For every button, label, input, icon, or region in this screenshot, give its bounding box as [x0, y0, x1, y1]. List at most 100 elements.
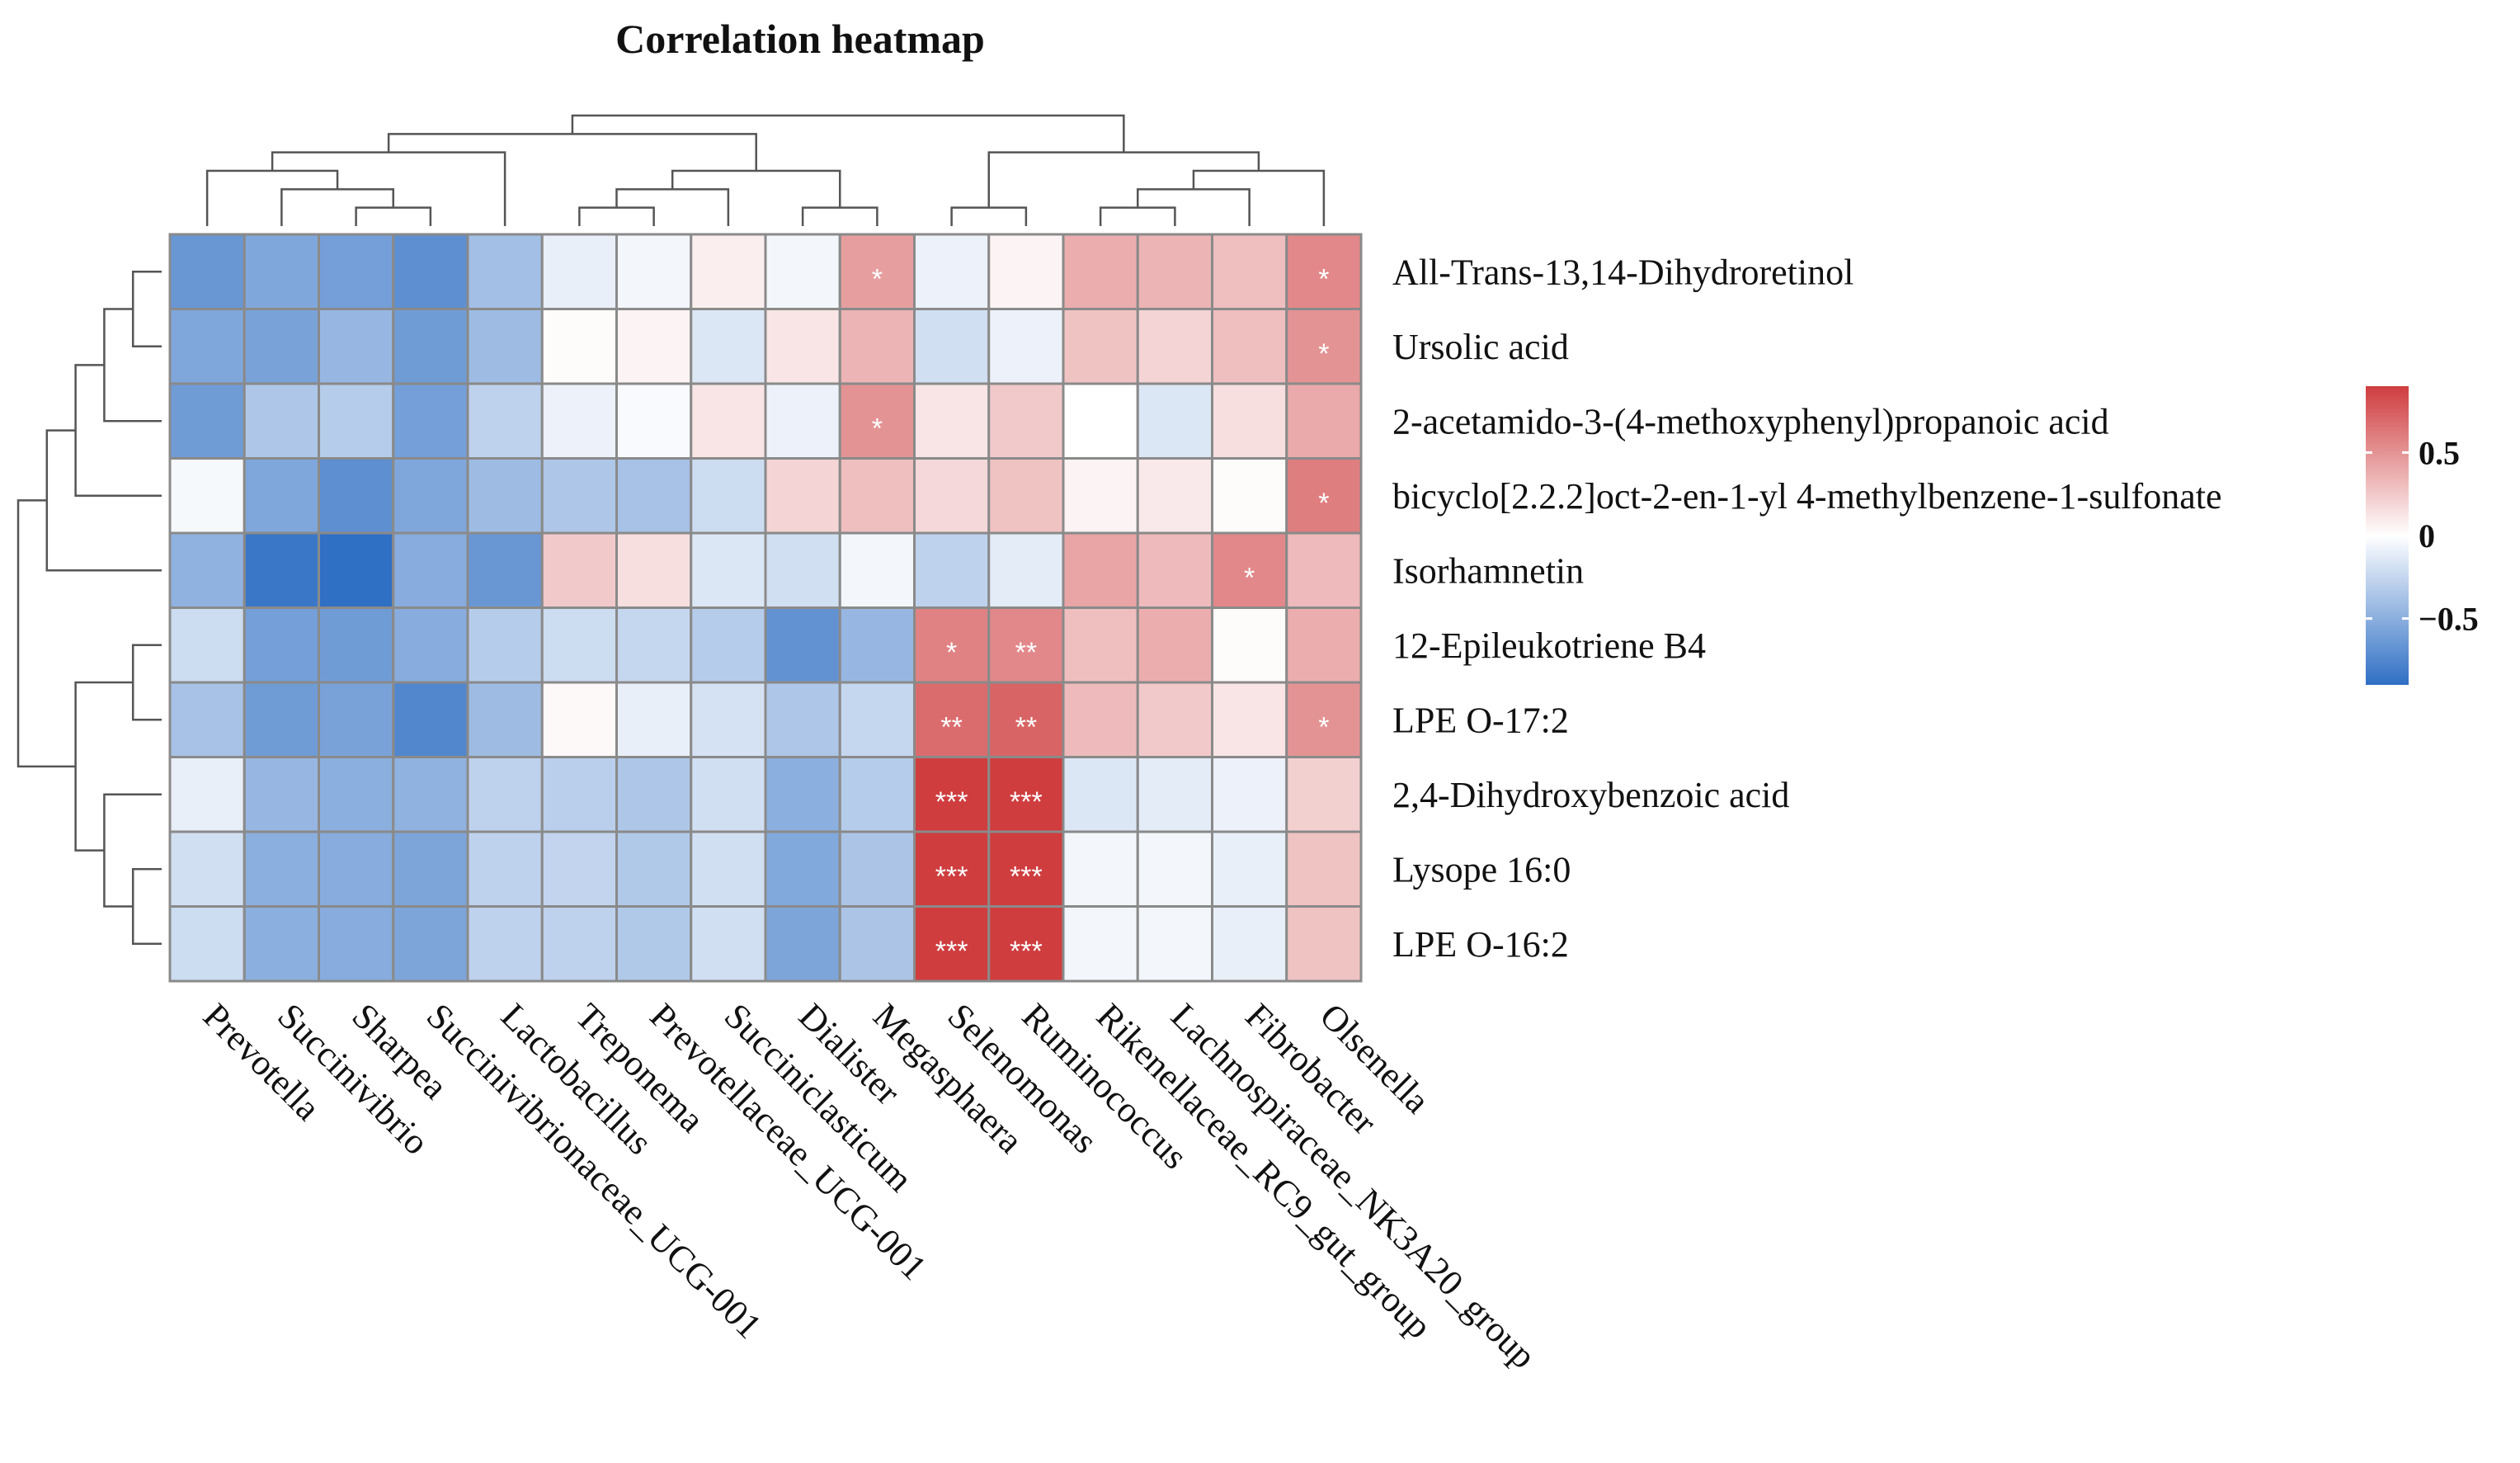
row-label: Lysope 16:0: [1392, 849, 1571, 890]
heatmap-cell: [1062, 382, 1139, 460]
heatmap-cell: [392, 606, 469, 684]
heatmap-cell: [540, 382, 618, 460]
heatmap-cell: [690, 756, 767, 833]
heatmap-cell: [1211, 756, 1288, 833]
heatmap-cell: [1285, 681, 1363, 758]
heatmap-cell: [392, 233, 469, 310]
heatmap-cell: [690, 382, 767, 460]
heatmap-cell: [1136, 531, 1213, 609]
heatmap-cell: [913, 382, 991, 460]
heatmap-cell: [690, 830, 767, 908]
heatmap-cell: [540, 905, 618, 983]
legend-tick-label: 0.5: [2419, 434, 2460, 471]
heatmap-cell: [690, 308, 767, 385]
heatmap-cell: [243, 830, 320, 908]
heatmap-cell: [838, 905, 916, 983]
heatmap-cell: [318, 531, 395, 609]
heatmap-cell: [168, 457, 246, 535]
heatmap-cell: [168, 756, 246, 833]
heatmap-cell: [466, 606, 544, 684]
heatmap-cell: [913, 233, 991, 310]
heatmap-cell: [392, 756, 469, 833]
heatmap-cell: [1136, 681, 1213, 758]
significance-mark: ***: [935, 861, 968, 892]
heatmap-cell: [318, 233, 395, 310]
heatmap-cell: [392, 531, 469, 609]
heatmap-cell: [764, 905, 841, 983]
heatmap-cell: [392, 681, 469, 758]
heatmap-cell: [1062, 681, 1139, 758]
row-dendrogram: [16, 271, 162, 945]
heatmap-cell: [243, 681, 320, 758]
heatmap-cell: [1285, 606, 1363, 684]
significance-mark: *: [1318, 338, 1329, 370]
heatmap-cell: [615, 905, 693, 983]
significance-mark: **: [940, 711, 962, 743]
heatmap-cell: [615, 681, 693, 758]
heatmap-cell: [1136, 606, 1213, 684]
heatmap-cell: [764, 830, 841, 908]
significance-mark: **: [1015, 637, 1037, 668]
significance-mark: *: [1318, 488, 1329, 519]
chart-title: Correlation heatmap: [615, 16, 985, 62]
heatmap-cell: [243, 606, 320, 684]
significance-mark: *: [872, 263, 883, 295]
heatmap-cell: [1211, 233, 1288, 310]
heatmap-cell: [690, 606, 767, 684]
heatmap-cell: [466, 531, 544, 609]
heatmap-cell: [1211, 681, 1288, 758]
heatmap-cell: [392, 830, 469, 908]
heatmap-cell: [540, 681, 618, 758]
heatmap-cell: [615, 531, 693, 609]
heatmap-cell: [168, 681, 246, 758]
heatmap-cell: [764, 233, 841, 310]
row-label: 2,4-Dihydroxybenzoic acid: [1392, 775, 1789, 815]
heatmap-cell: [466, 681, 544, 758]
heatmap-cell: [913, 905, 991, 983]
heatmap-cell: [987, 308, 1065, 385]
heatmap-cell: [764, 308, 841, 385]
heatmap-cell: [392, 457, 469, 535]
heatmap-cell: [1211, 457, 1288, 535]
heatmap-cell: [1211, 905, 1288, 983]
heatmap-cell: [913, 457, 991, 535]
heatmap-cell: [838, 606, 916, 684]
heatmap-cell: [168, 308, 246, 385]
heatmap-cell: [540, 606, 618, 684]
heatmap-cell: [466, 457, 544, 535]
heatmap-cell: [540, 457, 618, 535]
heatmap-cell: [466, 756, 544, 833]
significance-mark: ***: [1010, 861, 1043, 892]
significance-marks: * ****** **** ** **** ****** ****** ***: [872, 263, 1330, 967]
heatmap-cell: [838, 531, 916, 609]
heatmap-cell: [690, 681, 767, 758]
row-label: Ursolic acid: [1392, 327, 1569, 367]
heatmap-cell: [318, 905, 395, 983]
heatmap-cell: [168, 830, 246, 908]
row-label: All-Trans-13,14-Dihydroretinol: [1392, 252, 1853, 292]
heatmap-cell: [318, 830, 395, 908]
heatmap-cell: [690, 457, 767, 535]
heatmap-cell: [1062, 830, 1139, 908]
heatmap-cell: [615, 308, 693, 385]
heatmap-cell: [615, 382, 693, 460]
heatmap-cell: [764, 606, 841, 684]
color-legend: 0.5 0 −0.5: [2366, 386, 2479, 685]
column-labels: PrevotellaSuccinivibrioSharpeaSuccinivib…: [195, 996, 1544, 1376]
heatmap-cell: [987, 681, 1065, 758]
significance-mark: *: [946, 637, 957, 668]
significance-mark: *: [872, 413, 883, 444]
heatmap-cell: [168, 233, 246, 310]
heatmap-cell: [466, 308, 544, 385]
heatmap-cell: [838, 233, 916, 310]
heatmap-cell: [615, 756, 693, 833]
heatmap-cell: [318, 308, 395, 385]
heatmap-cell: [1136, 905, 1213, 983]
heatmap-cell: [987, 457, 1065, 535]
heatmap-cell: [466, 905, 544, 983]
heatmap-cell: [1285, 830, 1363, 908]
significance-mark: *: [1318, 263, 1329, 295]
row-labels: All-Trans-13,14-Dihydroretinol Ursolic ac…: [1392, 252, 2222, 965]
column-dendrogram-branches: [205, 114, 1326, 226]
